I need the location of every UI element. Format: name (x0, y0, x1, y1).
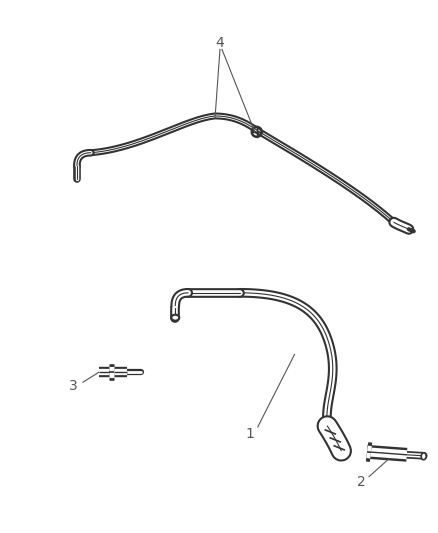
Text: 1: 1 (245, 427, 254, 441)
Text: 2: 2 (357, 474, 365, 489)
Ellipse shape (171, 314, 179, 321)
Ellipse shape (421, 453, 426, 460)
Text: 4: 4 (215, 36, 224, 51)
Text: 3: 3 (69, 379, 78, 393)
